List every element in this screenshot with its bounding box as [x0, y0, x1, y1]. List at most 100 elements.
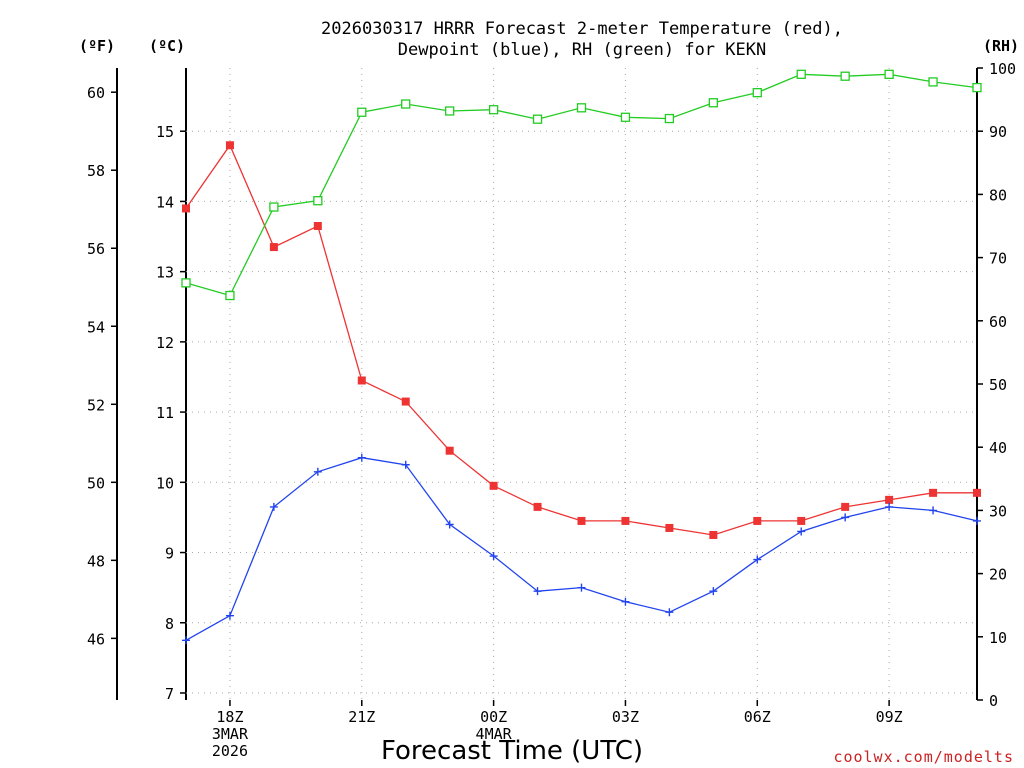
rh-point	[840, 71, 850, 81]
series-rh	[181, 69, 982, 301]
fahrenheit-axis-unit: (ºF)	[79, 37, 115, 55]
rh-point	[181, 278, 191, 288]
rh-tick-label: 20	[989, 566, 1007, 584]
temperature-point	[445, 446, 454, 455]
rh-point	[532, 114, 543, 124]
celsius-axis: 7 8 9 10 11 12 13 14 15	[156, 123, 186, 703]
rh-point	[357, 107, 367, 117]
temperature-point	[182, 204, 190, 213]
fahrenheit-tick-label: 54	[87, 318, 105, 336]
fahrenheit-tick-label: 50	[87, 474, 105, 492]
fahrenheit-tick-label: 46	[87, 630, 105, 648]
rh-axis-unit: (RH)	[983, 37, 1019, 55]
temperature-point	[225, 141, 234, 150]
rh-point	[928, 77, 938, 87]
series-temperature	[182, 141, 981, 539]
dewpoint-point	[445, 520, 454, 529]
time-tick-label: 2026	[212, 742, 248, 760]
celsius-tick-label: 12	[156, 334, 174, 352]
celsius-tick-label: 8	[165, 615, 174, 633]
time-tick-label: 09Z	[876, 708, 903, 726]
time-tick-label: 21Z	[348, 708, 375, 726]
dewpoint-point	[313, 467, 322, 476]
fahrenheit-tick-label: 56	[87, 240, 105, 258]
rh-point	[488, 105, 499, 115]
temperature-point	[533, 502, 542, 511]
rh-point	[884, 69, 894, 79]
time-tick-label: 18Z	[216, 708, 243, 726]
temperature-point	[709, 530, 718, 539]
temperature-point	[665, 523, 674, 532]
rh-point	[752, 87, 762, 98]
dewpoint-point	[929, 506, 938, 515]
rh-point	[445, 106, 455, 116]
dewpoint-point	[269, 502, 278, 511]
rh-point	[664, 113, 675, 124]
time-tick-label: 03Z	[612, 708, 639, 726]
celsius-tick-label: 14	[156, 193, 174, 211]
time-tick-label: 00Z	[480, 708, 507, 726]
rh-tick-label: 90	[989, 123, 1007, 141]
temperature-point	[269, 243, 278, 252]
dewpoint-point	[709, 587, 718, 596]
temperature-point	[401, 397, 410, 406]
celsius-tick-label: 15	[156, 123, 174, 141]
dewpoint-point	[357, 453, 366, 462]
temperature-point	[797, 516, 806, 525]
rh-point	[796, 69, 806, 79]
series-layer	[181, 69, 982, 645]
time-tick-label: 06Z	[744, 708, 771, 726]
temperature-line	[185, 143, 977, 536]
temperature-point	[753, 516, 762, 525]
chart-title-line-2: Dewpoint (blue), RH (green) for KEKN	[398, 40, 766, 60]
dewpoint-point	[401, 460, 410, 469]
dewpoint-point	[577, 583, 586, 592]
source-credit: coolwx.com/modelts	[833, 748, 1014, 766]
temperature-point	[621, 516, 630, 525]
temperature-point	[357, 376, 366, 385]
rh-point	[972, 82, 982, 93]
fahrenheit-tick-label: 52	[87, 396, 105, 414]
celsius-tick-label: 7	[165, 685, 174, 703]
temperature-point	[489, 481, 498, 490]
fahrenheit-axis: 46 48 50 52 54 56 58 60	[87, 84, 117, 648]
temperature-point	[841, 502, 850, 511]
temperature-point	[313, 222, 322, 230]
celsius-tick-label: 10	[156, 474, 174, 492]
rh-tick-label: 60	[989, 313, 1007, 331]
dewpoint-point	[489, 552, 498, 561]
temperature-point	[973, 488, 981, 497]
rh-tick-label: 0	[989, 692, 998, 710]
dewpoint-point	[533, 587, 542, 596]
rh-tick-label: 70	[989, 250, 1007, 268]
rh-point	[708, 98, 718, 108]
temperature-point	[929, 488, 938, 497]
rh-tick-label: 50	[989, 376, 1007, 394]
celsius-axis-unit: (ºC)	[149, 37, 185, 55]
x-axis-label: Forecast Time (UTC)	[381, 736, 643, 766]
rh-point	[401, 99, 411, 109]
dewpoint-point	[182, 636, 190, 645]
celsius-tick-label: 11	[156, 404, 174, 422]
fahrenheit-tick-label: 60	[87, 84, 105, 102]
rh-tick-label: 100	[989, 60, 1016, 78]
rh-tick-label: 40	[989, 439, 1007, 457]
plot-grid	[186, 68, 977, 700]
temperature-point	[577, 516, 586, 525]
rh-point	[576, 103, 587, 113]
dewpoint-point	[885, 502, 894, 511]
rh-point	[620, 112, 631, 122]
rh-axis: 0 10 20 30 40 50 60 70 80 90 100	[977, 60, 1016, 710]
time-tick-label: 4MAR	[476, 725, 513, 743]
rh-tick-label: 30	[989, 502, 1007, 520]
celsius-tick-label: 13	[156, 264, 174, 282]
rh-point	[313, 196, 323, 206]
rh-point	[225, 290, 235, 301]
dewpoint-point	[225, 611, 234, 620]
dewpoint-point	[753, 555, 762, 564]
chart-title-line-1: 2026030317 HRRR Forecast 2-meter Tempera…	[321, 19, 843, 39]
fahrenheit-tick-label: 58	[87, 162, 105, 180]
dewpoint-line	[185, 457, 978, 641]
